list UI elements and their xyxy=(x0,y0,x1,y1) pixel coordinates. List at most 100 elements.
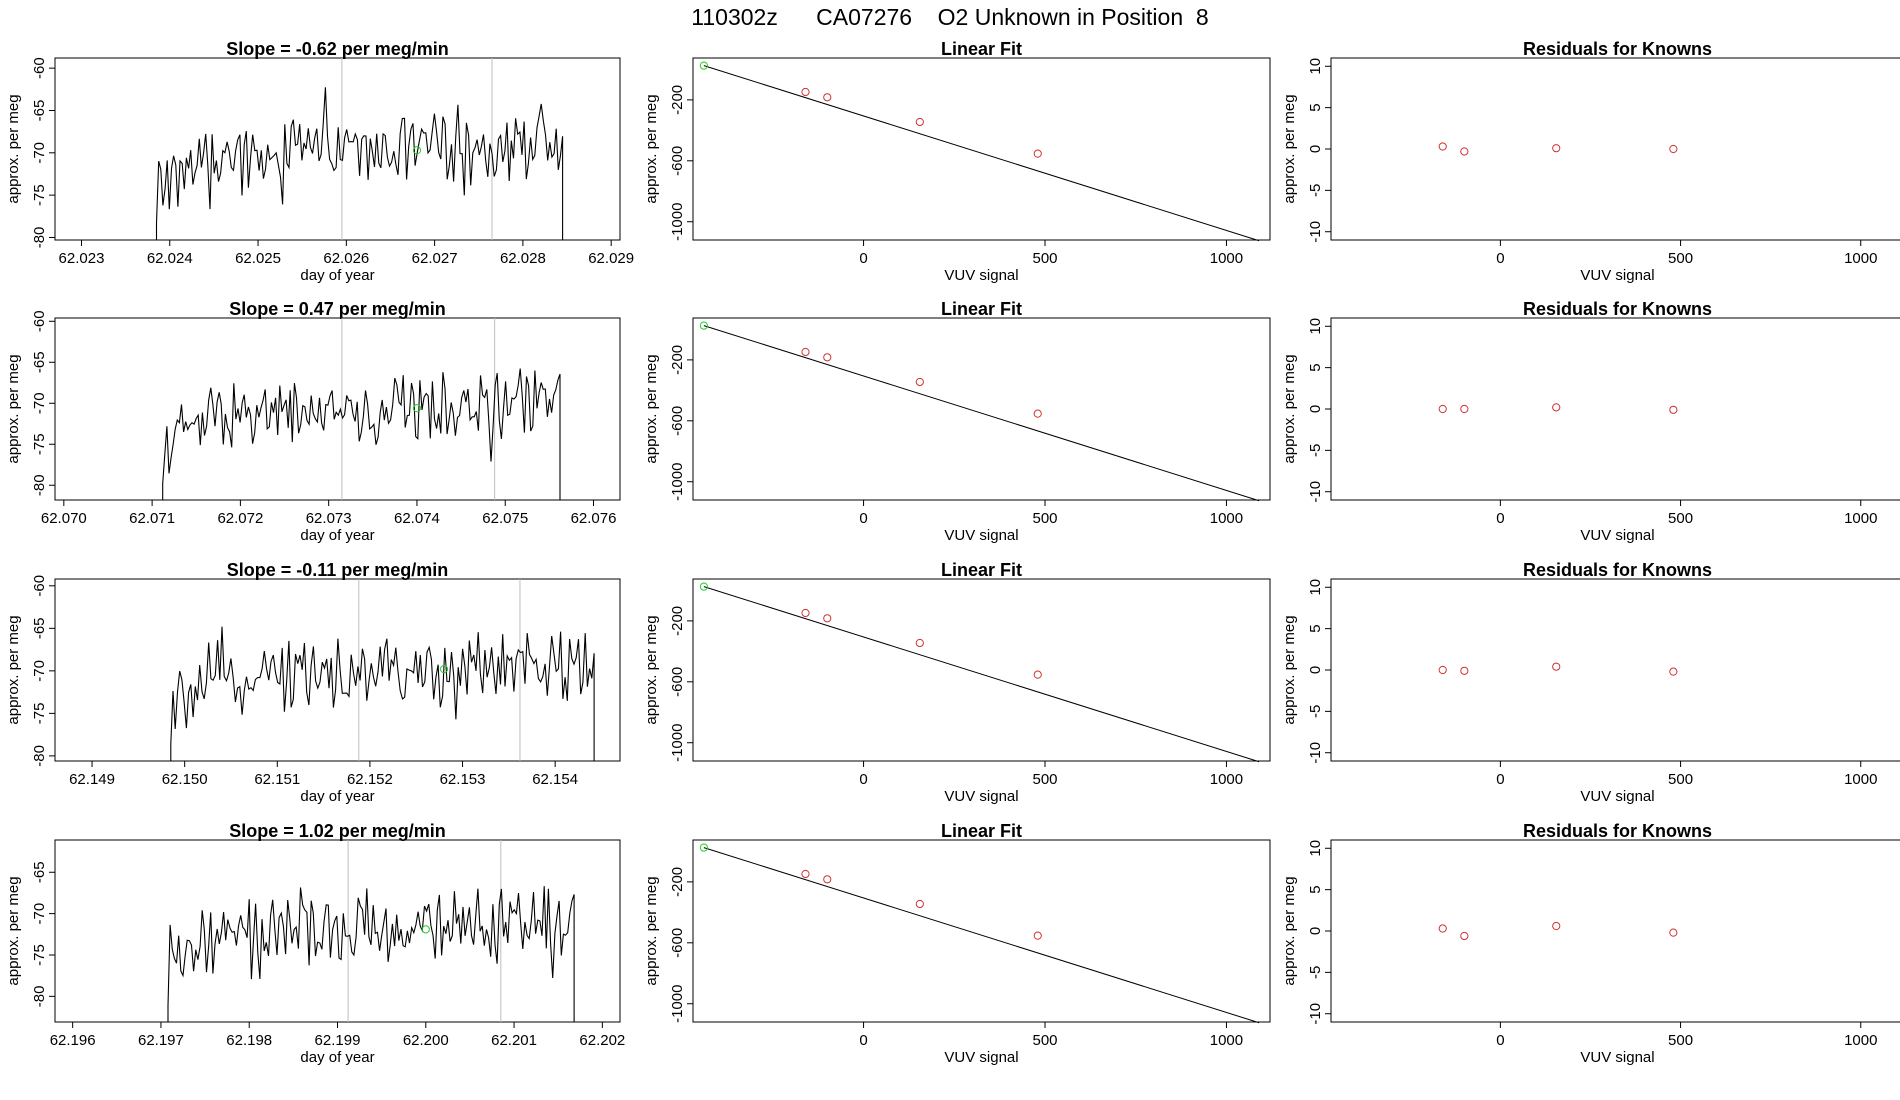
page-title: 110302z CA07276 O2 Unknown in Position 8 xyxy=(691,4,1209,30)
residual-point xyxy=(1669,405,1678,414)
x-axis-label: VUV signal xyxy=(944,788,1018,805)
panel-title: Residuals for Knowns xyxy=(1523,560,1712,580)
panel-title: Residuals for Knowns xyxy=(1523,39,1712,59)
y-tick-label: -600 xyxy=(669,928,686,958)
time-series-panel: Slope = -0.11 per meg/min day of year appr… xyxy=(5,560,621,805)
unknown-point xyxy=(699,321,708,330)
residual-point xyxy=(1438,142,1447,151)
known-point xyxy=(915,377,924,387)
x-axis-label: day of year xyxy=(300,527,374,544)
y-axis-label: approx. per meg xyxy=(5,615,22,724)
y-tick-label: 0 xyxy=(1307,927,1324,935)
known-point xyxy=(1033,409,1042,418)
y-tick-label: 10 xyxy=(1307,840,1324,857)
panel-title: Residuals for Knowns xyxy=(1523,821,1712,841)
y-tick-label: -1000 xyxy=(669,203,686,241)
y-axis-label: approx. per meg xyxy=(643,354,660,463)
signal-trace xyxy=(56,87,619,241)
y-tick-label: -5 xyxy=(1307,444,1324,457)
x-axis-label: VUV signal xyxy=(1580,527,1654,544)
x-tick-label: 0 xyxy=(859,1032,867,1049)
x-tick-label: 62.075 xyxy=(482,510,528,527)
x-tick-label: 62.202 xyxy=(579,1032,625,1049)
known-point xyxy=(1033,931,1042,940)
x-tick-label: 62.027 xyxy=(412,250,458,267)
y-tick-label: -75 xyxy=(31,703,48,725)
fit-line xyxy=(703,847,1260,1024)
x-axis-label: day of year xyxy=(300,788,374,805)
time-series-panel: Slope = -0.62 per meg/min day of year appr… xyxy=(5,39,634,284)
y-tick-label: -70 xyxy=(31,903,48,925)
x-tick-label: 62.153 xyxy=(440,771,486,788)
x-tick-label: 62.149 xyxy=(69,771,115,788)
y-tick-label: 10 xyxy=(1307,318,1324,335)
plot-frame xyxy=(54,578,621,762)
plot-frame xyxy=(692,57,1271,241)
plot-frame xyxy=(1330,317,1900,501)
residual-point xyxy=(1460,404,1469,414)
x-tick-label: 62.073 xyxy=(306,510,352,527)
x-axis-label: VUV signal xyxy=(1580,788,1654,805)
panel-title: Linear Fit xyxy=(941,560,1022,580)
x-axis-label: day of year xyxy=(300,267,374,284)
x-tick-label: 500 xyxy=(1032,1032,1057,1049)
x-tick-label: 500 xyxy=(1668,250,1693,267)
residual-point xyxy=(1552,144,1561,153)
x-tick-label: 0 xyxy=(1496,1032,1504,1049)
y-tick-label: -200 xyxy=(669,867,686,897)
plot-frame xyxy=(54,57,621,241)
time-series-panel: Slope = 0.47 per meg/min day of year appro… xyxy=(5,299,621,544)
y-tick-label: 10 xyxy=(1307,579,1324,596)
y-tick-label: -80 xyxy=(31,227,48,249)
x-axis-label: day of year xyxy=(300,1049,374,1066)
y-tick-label: -10 xyxy=(1307,742,1324,764)
x-tick-label: 1000 xyxy=(1844,1032,1877,1049)
y-tick-label: -65 xyxy=(31,861,48,883)
panel-title: Slope = -0.11 per meg/min xyxy=(227,560,449,580)
known-point xyxy=(1033,149,1042,158)
linear-fit-panel: Linear Fit VUV signal approx. per meg 0 500 1… xyxy=(643,39,1271,284)
plot-frame xyxy=(1330,839,1900,1023)
x-tick-label: 500 xyxy=(1032,250,1057,267)
residual-point xyxy=(1552,403,1561,412)
y-tick-label: -10 xyxy=(1307,221,1324,243)
x-tick-label: 62.023 xyxy=(59,250,105,267)
panel-title: Linear Fit xyxy=(941,39,1022,59)
known-point xyxy=(823,353,832,362)
plot-frame xyxy=(1330,578,1900,762)
y-tick-label: -80 xyxy=(31,474,48,496)
y-tick-label: -200 xyxy=(669,606,686,636)
residuals-panel: Residuals for Knowns VUV signal approx. pe… xyxy=(1281,39,1900,284)
fit-line xyxy=(703,325,1260,502)
linear-fit-panel: Linear Fit VUV signal approx. per meg 0 500 1… xyxy=(643,299,1271,544)
y-tick-label: 5 xyxy=(1307,885,1324,893)
x-tick-label: 0 xyxy=(859,771,867,788)
y-tick-label: -600 xyxy=(669,667,686,697)
time-series-panel: Slope = 1.02 per meg/min day of year appro… xyxy=(5,821,625,1066)
x-tick-label: 62.025 xyxy=(235,250,281,267)
y-tick-label: 5 xyxy=(1307,103,1324,111)
known-point xyxy=(823,93,832,102)
x-tick-label: 62.198 xyxy=(226,1032,272,1049)
y-tick-label: -1000 xyxy=(669,463,686,501)
y-axis-label: approx. per meg xyxy=(643,876,660,985)
x-tick-label: 500 xyxy=(1032,771,1057,788)
unknown-point xyxy=(699,61,708,70)
known-point xyxy=(823,875,832,884)
x-tick-label: 62.151 xyxy=(254,771,300,788)
x-tick-label: 62.150 xyxy=(162,771,208,788)
y-tick-label: -600 xyxy=(669,146,686,176)
signal-trace xyxy=(56,886,619,1023)
x-tick-label: 62.201 xyxy=(491,1032,537,1049)
x-tick-label: 0 xyxy=(1496,771,1504,788)
y-tick-label: -65 xyxy=(31,100,48,122)
x-tick-label: 62.196 xyxy=(50,1032,96,1049)
y-tick-label: -1000 xyxy=(669,724,686,762)
y-axis-label: approx. per meg xyxy=(643,94,660,203)
plot-frame xyxy=(692,578,1271,762)
y-tick-label: 5 xyxy=(1307,363,1324,371)
x-tick-label: 62.029 xyxy=(588,250,634,267)
y-tick-label: -5 xyxy=(1307,184,1324,197)
y-tick-label: -200 xyxy=(669,85,686,115)
residual-point xyxy=(1460,931,1469,941)
